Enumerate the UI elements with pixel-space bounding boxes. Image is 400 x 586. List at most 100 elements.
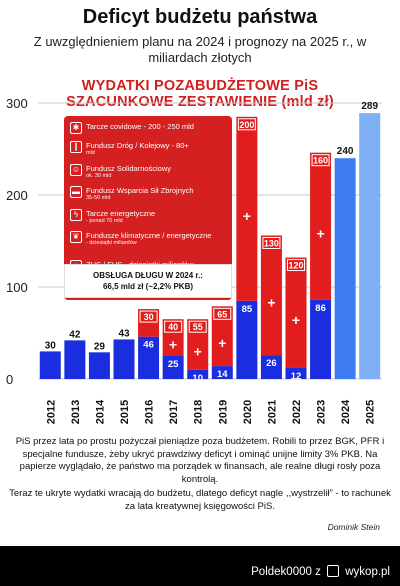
bar-red-value-label: 30: [144, 312, 154, 322]
bar-blue: [310, 299, 332, 379]
bar-blue-value-label: 46: [143, 340, 154, 351]
bar-red-label-box: [213, 307, 232, 320]
bar-blue-value-label: 10: [192, 373, 203, 384]
bar-blue-value-label: 29: [94, 341, 106, 352]
bar-red: [162, 319, 184, 356]
x-tick-label: 2019: [217, 400, 229, 424]
watermark-credit: Poldek0000 z wykop.pl: [251, 565, 390, 578]
legend-item-label: Fundusze klimatyczne / energetyczne: [86, 231, 212, 240]
bar-blue: [113, 339, 135, 379]
x-tick-label: 2012: [45, 400, 57, 424]
x-tick-label: 2021: [266, 400, 278, 424]
y-tick-label: 0: [6, 372, 13, 387]
bar-blue: [138, 336, 160, 379]
bar-blue-value-label: 25: [168, 359, 179, 370]
bar-red-label-box: [287, 259, 305, 272]
y-tick-label: 300: [6, 96, 28, 111]
road-icon: ∥: [70, 141, 82, 153]
bar-red: [260, 235, 282, 356]
bar-blue: [285, 367, 307, 379]
virus-icon: ✱: [70, 122, 82, 134]
bar-red-value-label: 40: [168, 322, 178, 332]
bar-blue: [88, 352, 110, 379]
legend-item-label: Fundusz Dróg / Kolejowy - 80+: [86, 141, 189, 150]
bar-red-label-box: [188, 320, 207, 333]
legend-item-sub: ok. 30 mld: [86, 173, 112, 179]
plus-icon: +: [194, 344, 202, 360]
people-icon: ☺: [70, 164, 82, 176]
x-tick-label: 2015: [119, 400, 131, 424]
legend-item-label: Tarcze covidowe - 200 - 250 mld: [86, 122, 194, 131]
chart-subtitle: Z uwzględnieniem planu na 2024 i prognoz…: [33, 34, 367, 65]
x-tick-label: 2016: [144, 400, 156, 424]
bar-blue-value-label: 86: [315, 303, 326, 314]
bar-red-label-box: [164, 320, 183, 333]
legend-item-sub: 35-50 mld: [86, 195, 111, 201]
bar-red: [236, 116, 258, 301]
plus-icon: +: [316, 225, 324, 241]
bar-blue: [64, 340, 86, 379]
bar-blue: [334, 158, 356, 379]
bar-red-label-box: [311, 154, 330, 167]
bar-blue: [39, 351, 61, 379]
x-tick-label: 2024: [340, 399, 352, 424]
bar-blue: [236, 300, 258, 379]
bar-red-label-box: [262, 236, 281, 249]
chart-title: Deficyt budżetu państwa: [82, 6, 318, 28]
bar-blue-value-label: 14: [217, 369, 228, 380]
legend-item-sub: - dziesiątki miliardów: [86, 240, 137, 246]
bar-red-value-label: 55: [193, 322, 203, 332]
bar-blue-value-label: 12: [291, 371, 302, 382]
body-paragraph-2: Teraz te ukryte wydatki wracają do budże…: [9, 488, 391, 512]
legend-item-sub: - ponad 70 mld: [86, 218, 123, 224]
y-tick-label: 100: [6, 280, 28, 295]
legend-item-sub: mld: [86, 150, 95, 156]
x-tick-label: 2022: [291, 400, 303, 424]
bar-red-value-label: 200: [239, 120, 254, 130]
debt-line-1: OBSŁUGA DŁUGU W 2024 r.:: [93, 271, 203, 280]
bar-red-label-box: [237, 118, 256, 131]
plus-icon: +: [218, 335, 226, 351]
credit-user: Poldek0000: [251, 566, 312, 578]
bar-blue-value-label: 289: [361, 101, 378, 112]
debt-service-box: OBSŁUGA DŁUGU W 2024 r.: 66,5 mld zł (~2…: [64, 264, 232, 298]
bar-blue: [162, 356, 184, 379]
tank-icon: ▬: [70, 186, 82, 198]
bar-blue-value-label: 240: [337, 146, 354, 157]
x-tick-label: 2020: [242, 400, 254, 424]
leaf-icon: ❦: [70, 231, 82, 243]
lightning-icon: ϟ: [70, 209, 82, 221]
wykop-logo-icon: [327, 565, 340, 577]
bar-blue: [260, 355, 282, 379]
body-paragraph-1: PiS przez lata po prostu pożyczał pienią…: [15, 436, 385, 485]
x-tick-label: 2017: [168, 400, 180, 424]
author-signature: Dominik Stein: [327, 522, 380, 532]
bar-blue-value-label: 30: [45, 340, 57, 351]
bar-red-value-label: 160: [313, 156, 328, 166]
debt-line-2: 66,5 mld zł (~2,2% PKB): [102, 282, 194, 291]
legend-item-label: Tarcze energetyczne: [86, 209, 156, 218]
bar-red: [211, 306, 233, 367]
bar-blue-value-label: 43: [118, 328, 130, 339]
x-tick-label: 2025: [365, 400, 377, 424]
bar-blue-value-label: 26: [266, 358, 277, 369]
x-tick-label: 2018: [193, 400, 205, 424]
red-headline-2: SZACUNKOWE ZESTAWIENIE (mld zł): [66, 94, 334, 110]
bar-blue: [211, 366, 233, 379]
plus-icon: +: [267, 294, 275, 310]
x-tick-label: 2014: [94, 399, 106, 424]
bar-blue: [187, 369, 209, 379]
credit-separator: z: [315, 566, 321, 578]
x-tick-label: 2013: [70, 400, 82, 424]
bar-red-value-label: 65: [217, 309, 227, 319]
bar-red: [310, 152, 332, 300]
legend-item-label: Fundusz Wsparcia Sił Zbrojnych: [86, 186, 194, 195]
bar-red: [285, 257, 307, 368]
infographic-card: Deficyt budżetu państwa Z uwzględnieniem…: [0, 0, 400, 546]
red-headline-1: WYDATKI POZABUDŻETOWE PiS: [81, 78, 319, 94]
x-tick-label: 2023: [316, 400, 328, 424]
bar-red: [138, 309, 160, 337]
bar-red-label-box: [139, 310, 158, 323]
credit-site: wykop.pl: [345, 566, 390, 578]
plus-icon: +: [243, 208, 251, 224]
